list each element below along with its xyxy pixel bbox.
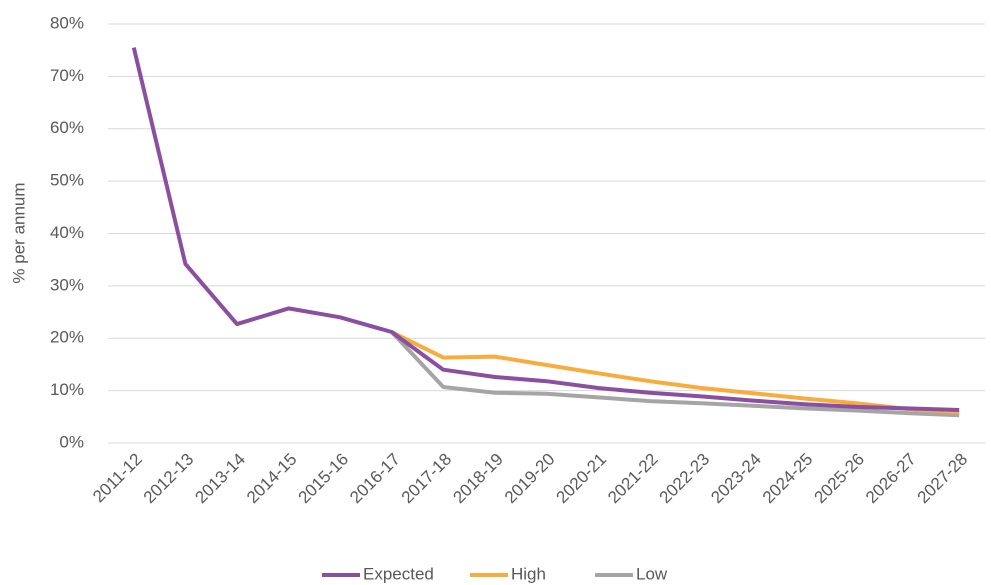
legend-label: Expected [363,564,434,583]
y-tick-label: 50% [50,171,84,190]
x-tick-label: 2014-15 [243,450,301,508]
x-tick-label: 2023-24 [707,450,765,508]
x-tick-label: 2027-28 [914,450,972,508]
y-tick-label: 70% [50,66,84,85]
x-tick-label: 2017-18 [398,450,456,508]
y-tick-label: 60% [50,118,84,137]
y-tick-label: 0% [59,432,84,451]
x-tick-label: 2022-23 [656,450,714,508]
legend-label: High [511,564,546,583]
y-tick-label: 10% [50,380,84,399]
x-tick-label: 2026-27 [862,450,920,508]
y-tick-label: 40% [50,223,84,242]
x-tick-label: 2011-12 [89,450,146,507]
x-tick-label: 2016-17 [346,450,404,508]
legend-label: Low [636,564,668,583]
series-line [390,330,960,415]
y-tick-label: 30% [50,275,84,294]
x-tick-label: 2012-13 [140,450,198,508]
series-line [390,330,960,418]
x-tick-label: 2019-20 [501,450,559,508]
x-tick-label: 2013-14 [191,450,249,508]
series-line [131,47,960,412]
x-tick-label: 2018-19 [449,450,507,508]
x-tick-label: 2015-16 [295,450,353,508]
x-tick-label: 2020-21 [553,450,611,508]
x-tick-label: 2021-22 [604,450,662,508]
x-tick-label: 2024-25 [759,450,817,508]
x-tick-label: 2025-26 [810,450,868,508]
y-tick-label: 80% [50,13,84,32]
y-tick-label: 20% [50,328,84,347]
y-axis-label: % per annum [9,182,28,283]
